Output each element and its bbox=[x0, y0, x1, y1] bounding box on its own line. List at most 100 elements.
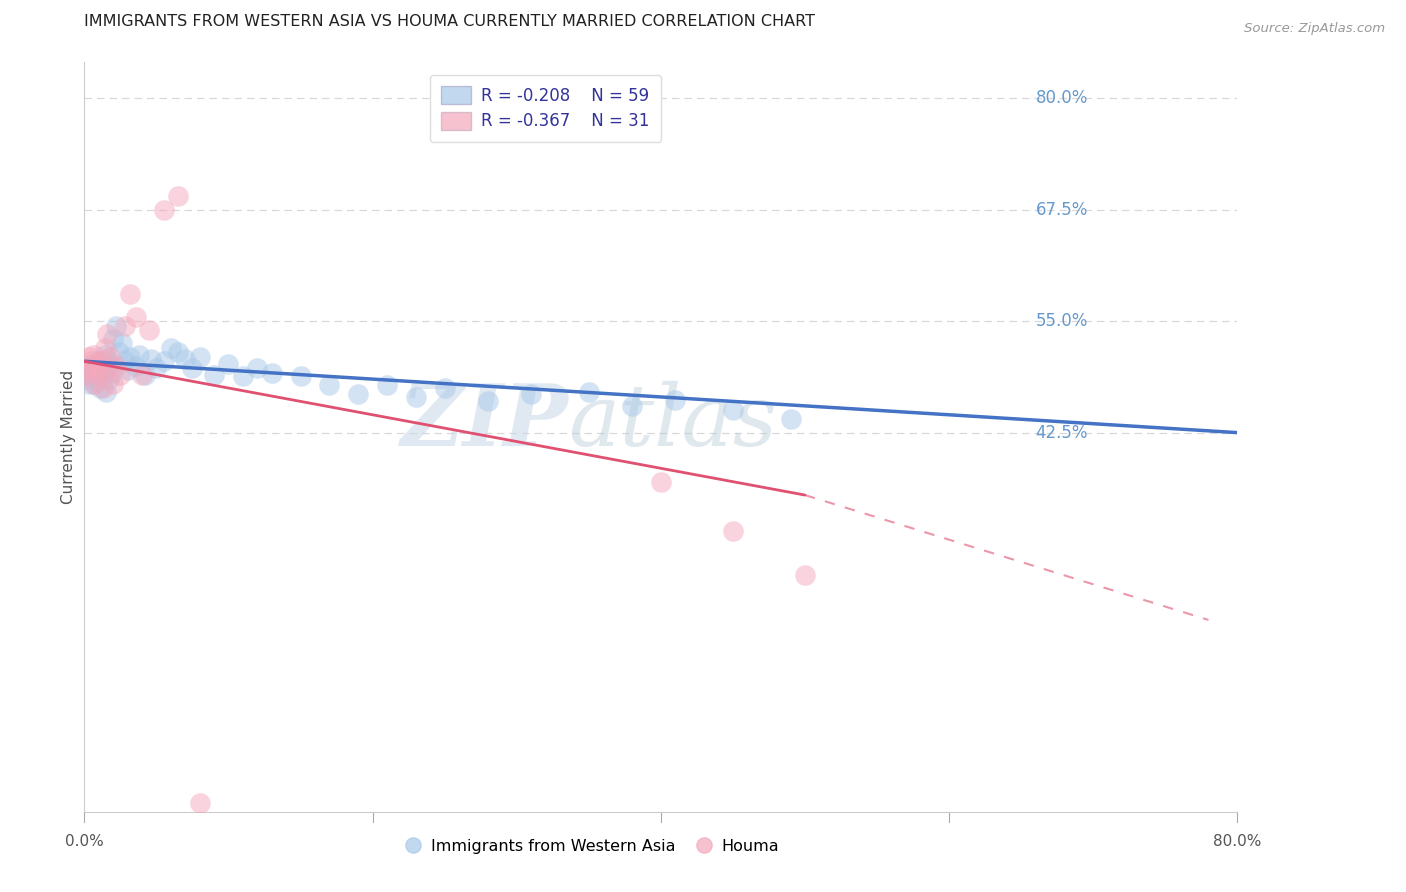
Point bbox=[160, 341, 183, 355]
Point bbox=[89, 381, 111, 395]
Point bbox=[80, 363, 103, 377]
Point bbox=[433, 381, 456, 395]
Point bbox=[89, 360, 111, 375]
Text: 42.5%: 42.5% bbox=[1036, 424, 1088, 442]
Point bbox=[82, 372, 104, 386]
Point bbox=[83, 359, 105, 373]
Point bbox=[290, 369, 312, 384]
Point bbox=[181, 360, 204, 375]
Point bbox=[347, 387, 370, 401]
Point bbox=[114, 318, 136, 333]
Text: atlas: atlas bbox=[568, 381, 778, 464]
Point bbox=[779, 412, 801, 426]
Point bbox=[131, 368, 153, 382]
Point bbox=[114, 354, 136, 368]
Text: 0.0%: 0.0% bbox=[65, 834, 104, 849]
Point bbox=[96, 327, 118, 342]
Text: 67.5%: 67.5% bbox=[1036, 201, 1088, 219]
Legend: Immigrants from Western Asia, Houma: Immigrants from Western Asia, Houma bbox=[398, 832, 786, 860]
Point bbox=[91, 368, 114, 382]
Point bbox=[174, 351, 197, 366]
Point bbox=[87, 369, 110, 384]
Text: ZIP: ZIP bbox=[401, 380, 568, 464]
Point bbox=[90, 357, 112, 371]
Point bbox=[232, 369, 254, 384]
Point bbox=[80, 354, 103, 368]
Point bbox=[86, 363, 108, 377]
Point bbox=[83, 376, 105, 391]
Point bbox=[83, 376, 105, 391]
Point bbox=[260, 366, 283, 380]
Point bbox=[375, 378, 398, 392]
Point bbox=[110, 368, 132, 382]
Point bbox=[93, 348, 115, 362]
Point bbox=[79, 359, 101, 373]
Point bbox=[188, 796, 211, 810]
Point bbox=[93, 341, 115, 355]
Point bbox=[188, 350, 211, 364]
Point bbox=[125, 310, 148, 324]
Point bbox=[98, 350, 121, 364]
Point bbox=[167, 189, 190, 203]
Point bbox=[98, 359, 121, 373]
Text: Source: ZipAtlas.com: Source: ZipAtlas.com bbox=[1244, 22, 1385, 36]
Point bbox=[124, 359, 146, 373]
Point bbox=[650, 475, 672, 489]
Point bbox=[103, 376, 124, 391]
Text: 80.0%: 80.0% bbox=[1213, 834, 1261, 849]
Point bbox=[108, 345, 131, 359]
Text: IMMIGRANTS FROM WESTERN ASIA VS HOUMA CURRENTLY MARRIED CORRELATION CHART: IMMIGRANTS FROM WESTERN ASIA VS HOUMA CU… bbox=[84, 13, 815, 29]
Point bbox=[89, 360, 111, 375]
Point bbox=[86, 368, 108, 382]
Point bbox=[77, 376, 100, 391]
Point bbox=[167, 345, 190, 359]
Point bbox=[721, 403, 744, 417]
Y-axis label: Currently Married: Currently Married bbox=[60, 370, 76, 504]
Point bbox=[246, 360, 269, 375]
Point bbox=[111, 336, 134, 351]
Point bbox=[621, 399, 644, 413]
Point bbox=[120, 350, 142, 364]
Point bbox=[75, 368, 97, 382]
Point bbox=[152, 354, 174, 368]
Point bbox=[578, 385, 600, 400]
Point bbox=[87, 354, 110, 368]
Point bbox=[91, 369, 114, 384]
Point bbox=[520, 387, 543, 401]
Point bbox=[117, 363, 139, 377]
Point bbox=[721, 524, 744, 538]
Point bbox=[94, 385, 117, 400]
Point bbox=[477, 394, 499, 409]
Point bbox=[139, 351, 162, 366]
Text: 55.0%: 55.0% bbox=[1036, 312, 1088, 330]
Point bbox=[105, 359, 128, 373]
Point bbox=[90, 354, 112, 368]
Point bbox=[76, 368, 98, 382]
Point bbox=[91, 381, 114, 395]
Point bbox=[664, 392, 686, 407]
Point bbox=[152, 202, 174, 217]
Point bbox=[202, 368, 225, 382]
Point bbox=[84, 363, 107, 377]
Point bbox=[100, 366, 122, 380]
Point bbox=[105, 318, 128, 333]
Point bbox=[218, 357, 240, 371]
Text: 80.0%: 80.0% bbox=[1036, 89, 1088, 107]
Point bbox=[79, 360, 101, 375]
Point bbox=[138, 323, 160, 337]
Point bbox=[794, 568, 817, 582]
Point bbox=[318, 378, 340, 392]
Point bbox=[94, 363, 117, 377]
Point bbox=[77, 350, 100, 364]
Point bbox=[76, 363, 98, 377]
Point bbox=[103, 332, 124, 346]
Point bbox=[96, 351, 118, 366]
Point bbox=[128, 348, 150, 362]
Point bbox=[84, 357, 107, 371]
Point bbox=[86, 372, 108, 386]
Point bbox=[82, 348, 104, 362]
Point bbox=[145, 360, 167, 375]
Point bbox=[94, 363, 117, 377]
Point bbox=[97, 372, 120, 386]
Point bbox=[120, 287, 142, 301]
